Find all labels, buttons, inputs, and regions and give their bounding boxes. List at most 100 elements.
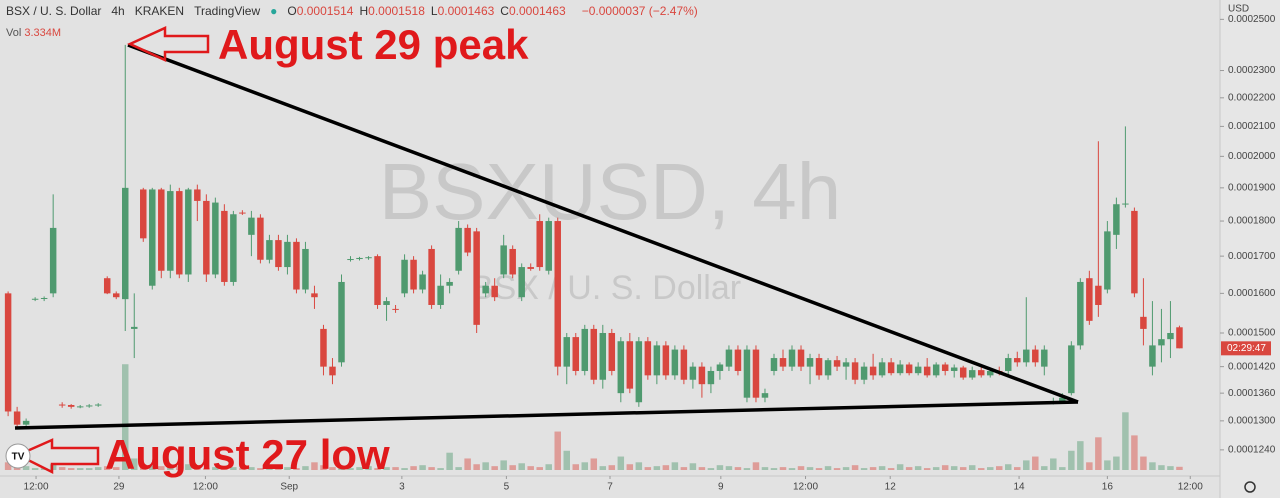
candle-body [1104,231,1111,290]
y-tick-label: 0.0001500 [1228,328,1276,339]
candle-body [302,248,309,290]
candle-body [887,362,895,374]
candle-body [896,364,904,374]
volume-bar [950,466,958,470]
volume-bar [338,468,345,470]
candle-body [158,189,165,271]
y-tick-label: 0.0001700 [1228,251,1276,262]
volume-bar [689,463,697,470]
ohlc-value: 0.0001463 [437,4,495,18]
volume-bar [491,466,498,470]
volume-bar [365,466,372,470]
candle-body [248,217,255,235]
candle-body [58,404,66,406]
candle-body [22,420,30,425]
candle-body [1140,316,1147,329]
candle-body [788,349,796,367]
x-tick-label: 5 [504,482,510,493]
candle-body [716,364,724,371]
volume-bar [725,466,733,470]
volume-bar [887,468,895,470]
volume-bar [473,464,480,470]
volume-bar [22,466,30,470]
tv-logo-mark: TV [12,452,25,463]
candle-body [131,326,138,329]
candle-body [590,328,598,380]
candle-body [824,360,832,376]
candle-body [608,332,616,371]
candle-body [1077,281,1084,346]
currency-box[interactable] [1224,2,1254,16]
x-tick-label: 9 [718,482,724,493]
candle-body [770,358,778,371]
y-tick-label: 0.0002000 [1228,151,1276,162]
candle-body [1086,278,1093,321]
volume-bar [464,458,471,470]
candle-body [950,367,958,371]
candle-body [671,349,679,376]
x-tick-label: Sep [280,482,298,493]
volume-bar [536,467,543,470]
volume-bar [914,466,922,470]
volume-bar [833,468,841,470]
volume-bar [293,468,300,470]
y-tick-label: 0.0001800 [1228,216,1276,227]
candle-body [869,366,877,376]
y-tick-label: 0.0001360 [1228,388,1276,399]
volume-bar [257,468,264,470]
currency[interactable]: USD [1228,4,1249,15]
candle-body [905,364,913,374]
volume-bar [563,450,570,470]
volume-title: Vol [6,27,22,39]
volume-bar [500,460,507,470]
candle-body [419,274,426,290]
watermark: BSXUSD, 4h [379,147,841,236]
candle-body [1167,332,1174,340]
volume-bar [1086,462,1093,470]
candle-body [230,214,237,282]
volume-bar [824,466,832,470]
volume-bar [194,467,201,470]
volume-bar [1059,467,1066,470]
volume-bar [869,467,877,470]
x-tick-label: 12:00 [1178,482,1203,493]
x-tick-label: 12:00 [193,482,218,493]
volume-bar [554,431,561,470]
volume-bar [581,462,589,470]
volume-bar [1050,458,1057,470]
candle-body [680,349,688,380]
volume-bar [76,468,84,470]
volume-bar [905,467,913,470]
candle-body [500,245,507,275]
candle-body [185,189,192,275]
candle-body [1023,349,1030,363]
volume-bar [734,467,742,470]
candle-body [103,278,111,294]
volume-bar [572,464,580,470]
volume-bar [545,464,552,470]
candle-body [329,366,336,376]
candle-body [734,349,742,371]
candle-body [446,281,453,286]
candle-body [275,240,282,268]
y-tick-label: 0.0001300 [1228,415,1276,426]
candle-body [284,241,291,268]
settings-icon[interactable] [1244,481,1256,493]
x-tick-label: 12 [885,482,897,493]
volume-bar [1023,460,1030,470]
volume-bar [112,467,120,470]
volume-bar [1095,437,1102,470]
volume-bar [455,467,462,470]
candle-body [572,337,580,371]
source: TradingView [194,4,261,18]
candle-body [563,337,570,367]
candle-body [662,345,670,376]
volume-bar [851,465,859,470]
volume-bar [1104,460,1111,470]
candle-body [401,259,408,294]
candle-body [644,341,652,376]
y-tick-label: 0.0001420 [1228,361,1276,372]
tv-logo[interactable] [5,443,31,469]
candle-body [293,241,300,290]
